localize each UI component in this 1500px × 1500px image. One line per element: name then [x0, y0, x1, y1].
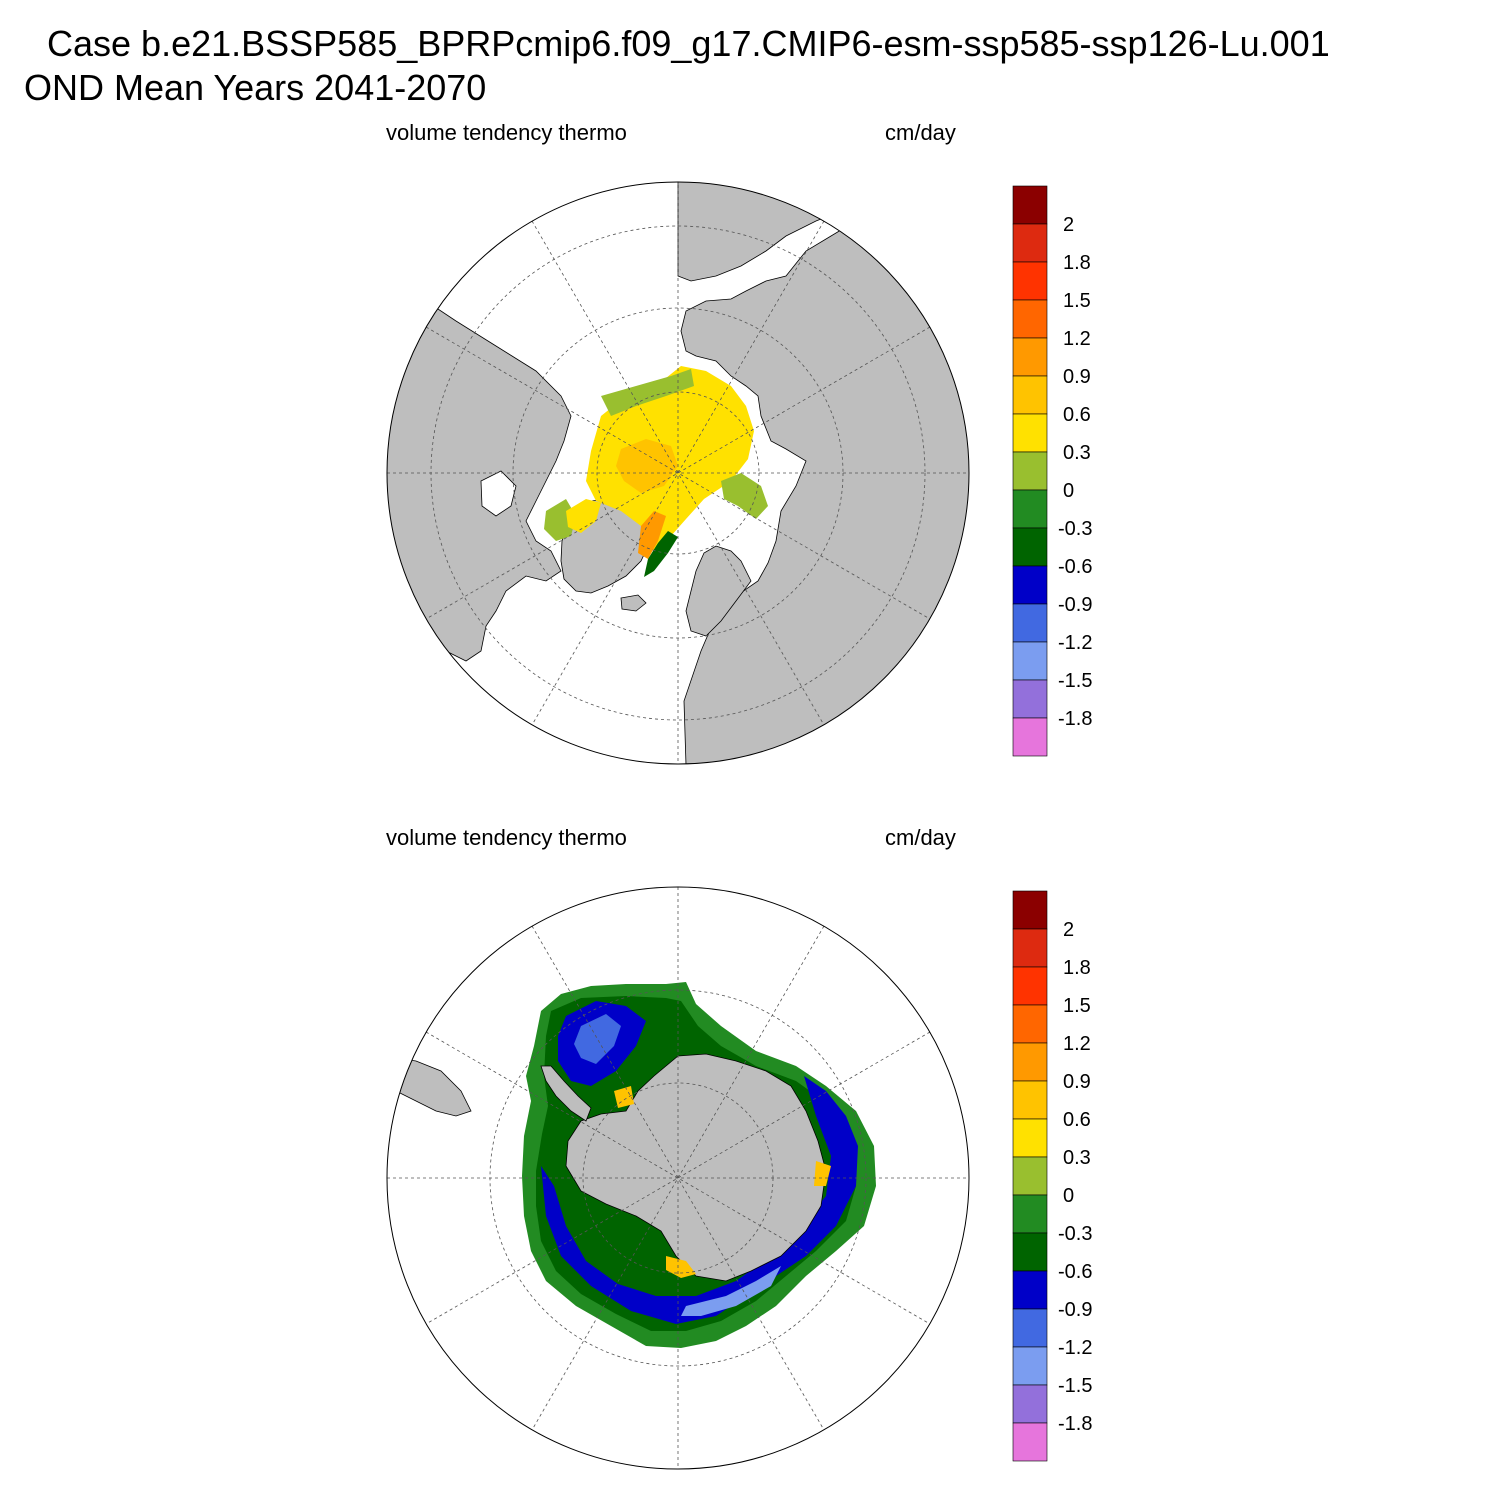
south-field-ross-light	[681, 1266, 781, 1316]
south-colorbar-tick-label: -0.9	[1058, 1299, 1092, 1321]
south-graticule	[387, 887, 969, 1469]
north-field-central-orange	[616, 439, 678, 493]
south-colorbar-box	[1012, 1232, 1048, 1272]
south-map-border	[386, 886, 970, 1470]
south-colorbar: 2 1.8 1.5 1.2 0.9 0.6 0.3 0 -0.3 -0.6 -0.9 -1.2 -1.5…	[1012, 890, 1092, 1462]
south-colorbar-tick-label: 0.6	[1063, 1109, 1091, 1131]
south-colorbar-box	[1012, 1118, 1048, 1158]
south-colorbar-box	[1012, 1346, 1048, 1386]
south-colorbar-box	[1012, 1004, 1048, 1044]
north-polar-map	[386, 181, 970, 765]
south-colorbar-tick-label: 0	[1063, 1185, 1074, 1207]
figure-title-case: Case b.e21.BSSP585_BPRPcmip6.f09_g17.CMI…	[47, 23, 1330, 64]
north-land-iceland	[620, 594, 647, 612]
south-colorbar-tick-label: 1.5	[1063, 995, 1091, 1017]
south-colorbar-tick-label: -1.5	[1058, 1375, 1092, 1397]
north-colorbar-tick-label: -0.6	[1058, 556, 1092, 578]
north-colorbar-box	[1012, 299, 1048, 339]
north-hudson-bay	[480, 470, 517, 517]
north-colorbar-tick-label: 0.3	[1063, 442, 1091, 464]
south-colorbar-tick-label: 0.9	[1063, 1071, 1091, 1093]
north-panel-variable-label: volume tendency thermo	[386, 120, 627, 145]
south-colorbar-box	[1012, 1270, 1048, 1310]
south-field-weddell-core	[574, 1014, 621, 1064]
north-colorbar-box	[1012, 261, 1048, 301]
north-colorbar-tick-label: 2	[1063, 214, 1074, 236]
north-land-north-america	[387, 300, 572, 662]
north-colorbar-tick-label: -1.8	[1058, 708, 1092, 730]
south-colorbar-box	[1012, 890, 1048, 930]
south-colorbar-tick-label: 0.3	[1063, 1147, 1091, 1169]
north-colorbar-tick-label: -1.2	[1058, 632, 1092, 654]
north-land-scandinavia	[685, 545, 752, 637]
south-field-coast-yellow-3	[614, 1086, 634, 1108]
north-colorbar-tick-label: -0.9	[1058, 594, 1092, 616]
north-colorbar-box	[1012, 413, 1048, 453]
north-colorbar-box	[1012, 641, 1048, 681]
figure-title-period: OND Mean Years 2041-2070	[24, 67, 487, 108]
north-field-hudson	[566, 499, 601, 533]
north-field-chukchi	[601, 369, 694, 416]
south-colorbar-tick-label: -0.3	[1058, 1223, 1092, 1245]
north-colorbar-box	[1012, 603, 1048, 643]
north-field-atlantic-decrease	[644, 531, 678, 577]
north-colorbar-tick-label: 1.2	[1063, 328, 1091, 350]
north-colorbar: 2 1.8 1.5 1.2 0.9 0.6 0.3 0 -0.3 -0.6 -0.9 -1.2 -1.5…	[1012, 185, 1092, 757]
north-graticule	[387, 182, 969, 764]
south-panel-variable-label: volume tendency thermo	[386, 825, 627, 850]
south-colorbar-box	[1012, 1422, 1048, 1462]
south-colorbar-tick-label: 1.8	[1063, 957, 1091, 979]
north-field-barents	[721, 473, 768, 519]
south-field-coast-yellow-2	[814, 1161, 831, 1186]
south-land-antarctic-peninsula	[540, 1065, 592, 1122]
north-colorbar-tick-label: 1.8	[1063, 252, 1091, 274]
north-colorbar-box	[1012, 527, 1048, 567]
south-colorbar-box	[1012, 1384, 1048, 1424]
north-colorbar-box	[1012, 223, 1048, 263]
north-colorbar-box	[1012, 375, 1048, 415]
south-colorbar-box	[1012, 1156, 1048, 1196]
north-colorbar-box	[1012, 451, 1048, 491]
north-panel-units-label: cm/day	[885, 120, 956, 145]
north-field-greenland-edge	[638, 511, 666, 559]
south-colorbar-box	[1012, 1308, 1048, 1348]
north-map-border	[386, 181, 970, 765]
south-colorbar-tick-label: 1.2	[1063, 1033, 1091, 1055]
south-colorbar-box	[1012, 1042, 1048, 1082]
north-colorbar-box	[1012, 337, 1048, 377]
south-colorbar-tick-label: 2	[1063, 919, 1074, 941]
north-colorbar-tick-label: -1.5	[1058, 670, 1092, 692]
north-colorbar-box	[1012, 489, 1048, 529]
south-polar-map	[386, 886, 970, 1470]
north-colorbar-tick-label: 0.6	[1063, 404, 1091, 426]
north-colorbar-box	[1012, 185, 1048, 225]
south-field-ross-blue	[541, 1076, 858, 1324]
south-colorbar-tick-label: -1.2	[1058, 1337, 1092, 1359]
north-colorbar-box	[1012, 679, 1048, 719]
north-colorbar-tick-label: 0.9	[1063, 366, 1091, 388]
south-colorbar-tick-label: -1.8	[1058, 1413, 1092, 1435]
north-colorbar-tick-label: 1.5	[1063, 290, 1091, 312]
south-colorbar-tick-label: -0.6	[1058, 1261, 1092, 1283]
south-colorbar-box	[1012, 928, 1048, 968]
north-field-baffin	[544, 499, 576, 541]
north-colorbar-tick-label: 0	[1063, 480, 1074, 502]
north-colorbar-tick-label: -0.3	[1058, 518, 1092, 540]
south-colorbar-box	[1012, 1080, 1048, 1120]
north-colorbar-box	[1012, 565, 1048, 605]
south-panel-units-label: cm/day	[885, 825, 956, 850]
south-colorbar-box	[1012, 1194, 1048, 1234]
north-colorbar-box	[1012, 717, 1048, 757]
south-colorbar-box	[1012, 966, 1048, 1006]
